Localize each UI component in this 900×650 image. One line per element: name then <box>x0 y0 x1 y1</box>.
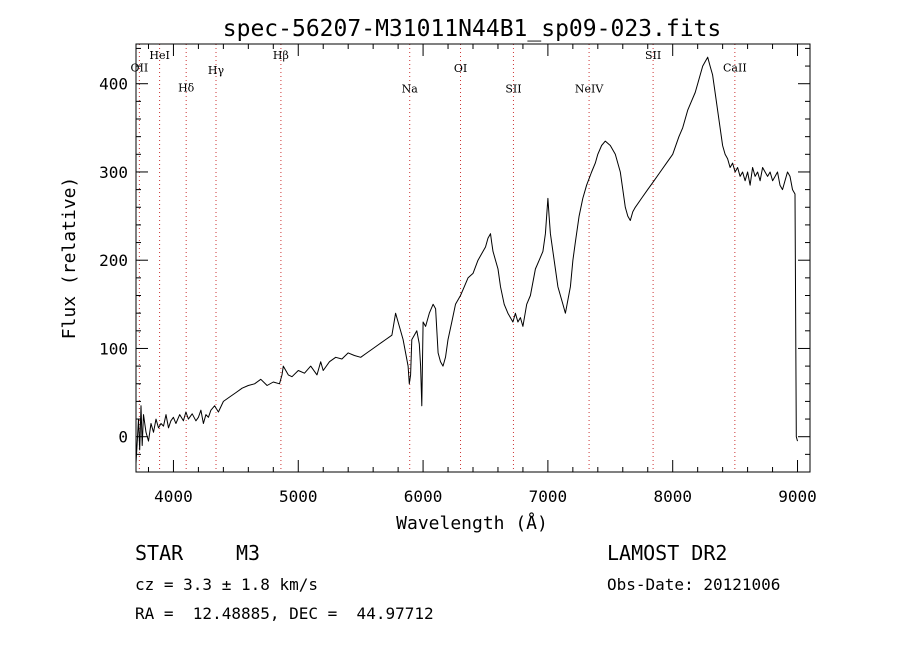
flux-line-0 <box>135 56 798 464</box>
object-subclass: M3 <box>236 541 260 565</box>
y-axis-ticks: 0 100 200 300 400 <box>99 47 810 455</box>
observation-date: Obs-Date: 20121006 <box>607 575 780 594</box>
y-tick-label-3: 300 <box>99 163 128 182</box>
x-axis-label: Wavelength (Å) <box>396 512 548 534</box>
plot-frame <box>135 43 811 473</box>
survey-name: LAMOST DR2 <box>607 541 727 565</box>
x-tick-label-2: 6000 <box>404 487 443 506</box>
flux-series <box>135 56 798 464</box>
y-axis-label: Flux (relative) <box>59 177 80 340</box>
line-label-9: SII <box>645 49 661 62</box>
y-tick-label-0: 0 <box>118 428 128 447</box>
x-tick-label-4: 8000 <box>653 487 692 506</box>
x-tick-label-3: 7000 <box>529 487 568 506</box>
y-tick-label-2: 200 <box>99 251 128 270</box>
x-axis-ticks: 4000 5000 6000 7000 8000 9000 <box>147 44 817 506</box>
line-label-2: Hδ <box>178 82 195 95</box>
x-tick-label-1: 5000 <box>279 487 318 506</box>
line-label-4: Hβ <box>273 49 289 62</box>
x-tick-label-0: 4000 <box>154 487 193 506</box>
coordinates: RA = 12.48885, DEC = 44.97712 <box>135 604 434 623</box>
y-tick-label-4: 400 <box>99 75 128 94</box>
line-label-1: HeI <box>149 49 169 62</box>
x-tick-label-5: 9000 <box>778 487 817 506</box>
line-label-5: Na <box>402 83 419 96</box>
line-label-0: OII <box>131 61 149 74</box>
line-label-7: SII <box>505 83 521 96</box>
spectral-line-markers <box>138 44 736 472</box>
line-label-3: Hγ <box>208 64 225 77</box>
line-label-6: OI <box>454 62 467 75</box>
line-label-8: NeIV <box>575 83 604 96</box>
chart-title: spec-56207-M31011N44B1_sp09-023.fits <box>223 16 722 42</box>
line-label-10: CaII <box>723 61 747 74</box>
redshift-velocity: cz = 3.3 ± 1.8 km/s <box>135 575 318 594</box>
y-tick-label-1: 100 <box>99 339 128 358</box>
object-class: STAR <box>135 541 184 565</box>
